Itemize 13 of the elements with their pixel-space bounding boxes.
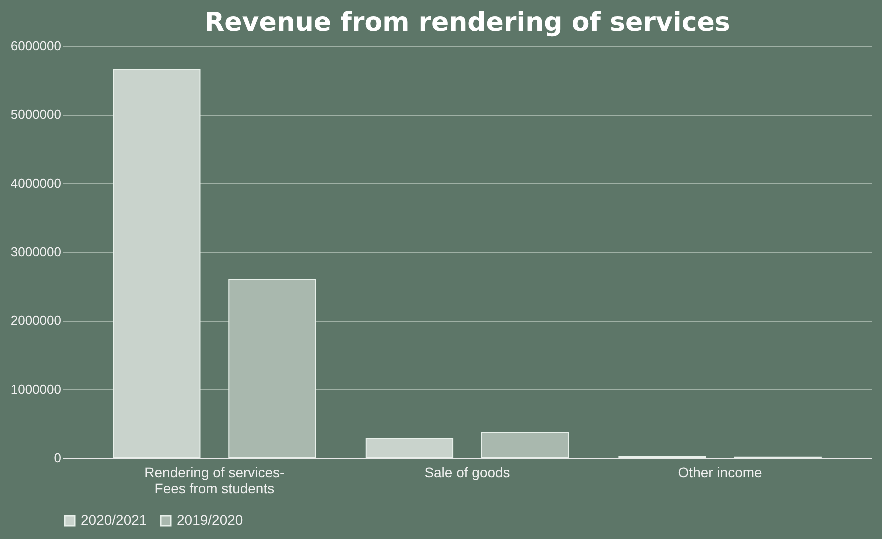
x-tick-label: Rendering of services- Fees from students	[144, 464, 286, 496]
y-tick-label: 4000000	[10, 176, 62, 191]
y-tick-label: 1000000	[10, 382, 62, 397]
y-tick-label: 0	[54, 450, 62, 466]
y-tick-label: 6000000	[10, 38, 62, 54]
legend-label: 2019/2020	[177, 512, 244, 528]
y-tick-label: 2000000	[10, 313, 62, 328]
x-tick-label: Other income	[678, 464, 763, 480]
legend-label: 2020/2021	[81, 512, 148, 528]
chart-title: Revenue from rendering of services	[204, 8, 730, 38]
y-tick-label: 3000000	[10, 244, 62, 260]
x-tick-label: Sale of goods	[424, 464, 510, 480]
y-tick-label: 5000000	[10, 107, 62, 122]
